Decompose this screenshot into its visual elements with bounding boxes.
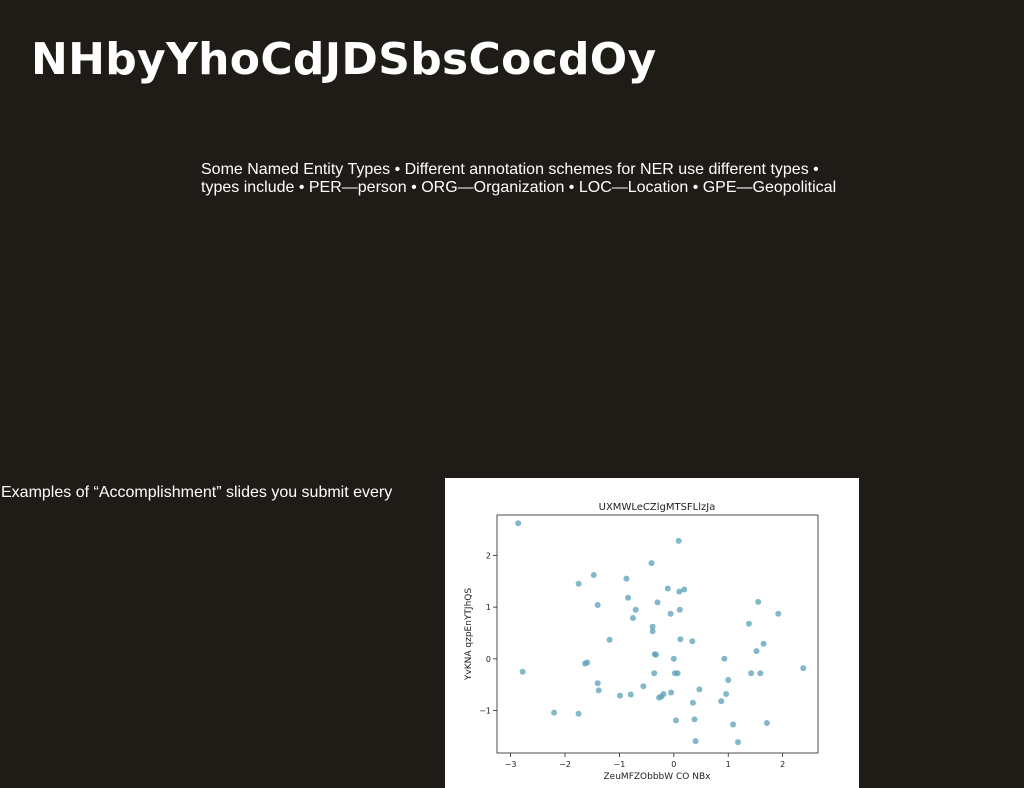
data-point <box>623 575 630 582</box>
data-point <box>627 691 634 698</box>
data-point <box>753 648 760 655</box>
y-tick-label: 0 <box>486 655 491 664</box>
y-tick-label: 1 <box>486 603 491 612</box>
data-point <box>676 588 683 595</box>
data-point <box>745 620 752 627</box>
slide-caption: Examples of “Accomplishment” slides you … <box>1 484 393 501</box>
x-tick-label: −3 <box>505 760 517 769</box>
data-point <box>640 683 647 690</box>
data-point <box>519 668 526 675</box>
data-point <box>664 585 671 592</box>
data-point <box>515 520 522 527</box>
data-point <box>721 655 728 662</box>
data-point <box>648 560 655 567</box>
data-point <box>718 698 725 705</box>
body-text-line-1: Some Named Entity Types • Different anno… <box>201 161 819 178</box>
x-tick-label: 2 <box>780 760 785 769</box>
data-point <box>667 610 674 617</box>
data-point <box>584 659 591 666</box>
y-axis-label: YvKNA qzpEnYTJhQS <box>464 588 474 681</box>
chart-title: UXMWLeCZlgMTSFLlzJa <box>599 502 716 513</box>
plot-frame <box>496 514 819 754</box>
data-point <box>575 580 582 587</box>
slide-body-text: Some Named Entity Types • Different anno… <box>201 161 851 197</box>
data-point <box>689 699 696 706</box>
data-point <box>775 610 782 617</box>
data-point <box>625 594 632 601</box>
x-tick-label: 0 <box>671 760 676 769</box>
data-point <box>674 670 681 677</box>
data-point <box>677 636 684 643</box>
data-point <box>590 572 597 578</box>
data-point <box>654 599 661 606</box>
data-point <box>763 720 770 726</box>
chart-container: UXMWLeCZlgMTSFLlzJa −3 −2 −1 0 1 2 −1 0 1 2 ZeuM… <box>445 478 859 788</box>
y-tick-label: −1 <box>479 707 491 716</box>
data-point <box>681 586 688 593</box>
data-point <box>594 680 601 687</box>
data-point <box>575 710 582 717</box>
data-point <box>670 655 677 662</box>
data-point <box>689 638 696 645</box>
data-point <box>649 628 656 635</box>
data-point <box>735 739 741 746</box>
data-point <box>675 537 682 544</box>
data-point <box>660 691 667 697</box>
data-point <box>696 686 703 693</box>
data-point <box>649 623 656 630</box>
slide-title: NHbyYhoCdJDSbsCocdOy <box>31 34 657 85</box>
data-point <box>606 636 613 643</box>
x-tick-label: −1 <box>614 760 626 769</box>
data-point <box>668 689 675 696</box>
data-point <box>551 709 558 716</box>
data-point <box>725 677 732 683</box>
data-point <box>730 721 737 728</box>
data-point <box>723 691 730 697</box>
data-point <box>676 606 683 613</box>
data-point <box>630 615 636 621</box>
data-point <box>651 670 658 677</box>
data-point <box>652 651 659 658</box>
data-point <box>800 665 807 672</box>
data-point <box>692 738 699 745</box>
data-point <box>595 687 602 694</box>
data-point <box>673 717 679 724</box>
data-point <box>617 692 623 699</box>
data-point <box>594 602 601 608</box>
data-point <box>760 640 767 647</box>
y-axis-ticks: −1 0 1 2 <box>479 551 497 716</box>
body-text-line-2: types include • PER—person • ORG—Organiz… <box>201 179 837 196</box>
y-tick-label: 2 <box>486 551 491 560</box>
data-point <box>757 670 764 677</box>
data-point <box>748 670 755 677</box>
scatter-chart: UXMWLeCZlgMTSFLlzJa −3 −2 −1 0 1 2 −1 0 1 2 ZeuM… <box>464 502 819 782</box>
points-layer <box>515 520 807 746</box>
data-point <box>691 716 698 723</box>
data-point <box>632 606 639 613</box>
x-tick-label: 1 <box>726 760 731 769</box>
x-axis-ticks: −3 −2 −1 0 1 2 <box>505 753 785 769</box>
data-point <box>755 598 762 605</box>
x-axis-label: ZeuMFZObbbW CO NBx <box>604 772 712 782</box>
x-tick-label: −2 <box>559 760 571 769</box>
